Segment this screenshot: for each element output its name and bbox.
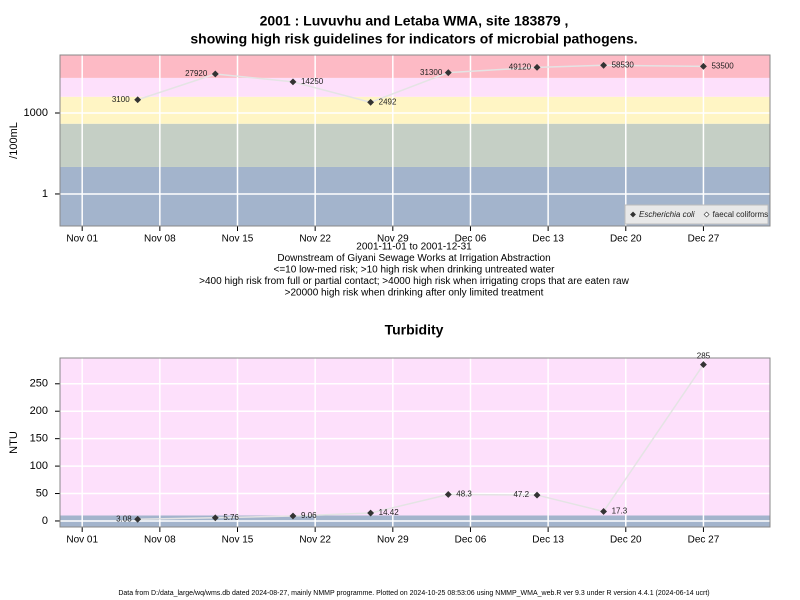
data-point [444,69,452,77]
series-line [137,64,704,104]
risk-band [60,358,770,516]
chart-title: 2001 : Luvuvhu and Letaba WMA, site 1838… [260,13,569,29]
legend-marker [703,211,710,218]
y-tick-label: 1 [42,188,48,200]
x-tick-label: Nov 08 [144,535,176,546]
y-tick-label: 200 [30,405,48,417]
y-tick-label: 0 [42,515,48,527]
data-point [600,508,608,515]
x-tick-label: Dec 13 [532,535,564,546]
y-tick-label: 1000 [24,107,48,119]
footer: Data from D:/data_large/wq/wms.db dated … [118,590,709,597]
y-tick-label: 150 [30,433,48,445]
data-point [367,509,375,517]
plot-frame [59,54,771,227]
series-line [137,364,705,521]
x-tick-label: Nov 01 [66,234,98,245]
x-tick-label: Nov 29 [377,234,409,245]
x-tick-label: Dec 27 [688,234,720,245]
data-point [134,515,142,523]
data-point [134,96,142,104]
data-label: 17.3 [612,507,628,516]
plot-frame [59,357,771,528]
data-point [211,70,219,78]
data-point [700,62,707,70]
data-label: 5.76 [223,513,239,522]
data-point [367,98,375,106]
x-tick-label: Nov 08 [144,234,176,245]
data-label: 48.3 [456,490,472,499]
data-label: 3.08 [116,514,132,523]
chart-title: showing high risk guidelines for indicat… [190,31,637,47]
data-label: 47.2 [513,490,529,499]
x-tick-label: Nov 15 [222,535,254,546]
data-point [289,78,297,86]
data-label: 2492 [379,97,397,106]
chart-title: Turbidity [385,322,444,338]
legend-label: Escherichia coli [639,210,695,219]
y-tick-label: 50 [36,487,48,499]
x-tick-label: Nov 22 [299,535,331,546]
subtitle: >20000 high risk when drinking after onl… [285,288,544,299]
data-label: 285 [697,352,711,361]
x-tick-label: Nov 15 [222,234,254,245]
data-point [289,512,297,520]
x-tick-label: Dec 13 [532,234,564,245]
x-tick-label: Dec 06 [455,234,487,245]
legend-label: faecal coliforms [713,210,769,219]
y-axis-label: NTU [8,431,20,454]
y-axis-label: /100mL [8,122,20,159]
subtitle: <=10 low-med risk; >10 high risk when dr… [274,265,556,276]
data-label: 14250 [301,77,324,86]
x-tick-label: Nov 01 [66,535,98,546]
data-label: 58530 [612,60,635,69]
data-point [600,61,608,69]
x-tick-label: Nov 22 [299,234,331,245]
data-point [444,491,452,498]
data-label: 49120 [509,62,532,71]
legend-box [624,204,769,225]
risk-band [60,96,770,124]
x-tick-label: Dec 20 [610,234,642,245]
data-label: 53500 [711,61,734,70]
subtitle: >400 high risk from full or partial cont… [199,276,629,287]
subtitle: Downstream of Giyani Sewage Works at Irr… [277,253,550,264]
y-tick-label: 250 [30,378,48,390]
x-tick-label: Nov 29 [377,535,409,546]
data-label: 9.06 [301,511,317,520]
data-point [211,514,219,522]
x-tick-label: Dec 27 [688,535,720,546]
data-point [700,361,707,369]
x-tick-label: Dec 20 [610,535,642,546]
y-tick-label: 100 [30,460,48,472]
x-tick-label: Dec 06 [455,535,487,546]
data-label: 3100 [112,95,130,104]
subtitle: 2001-11-01 to 2001-12-31 [356,242,472,253]
risk-band [60,77,770,97]
legend-marker [630,211,636,218]
data-label: 31300 [420,68,443,77]
data-point [533,63,541,71]
data-label: 27920 [185,69,208,78]
data-point [533,491,541,499]
risk-band [60,123,770,167]
data-label: 14.42 [379,508,400,517]
